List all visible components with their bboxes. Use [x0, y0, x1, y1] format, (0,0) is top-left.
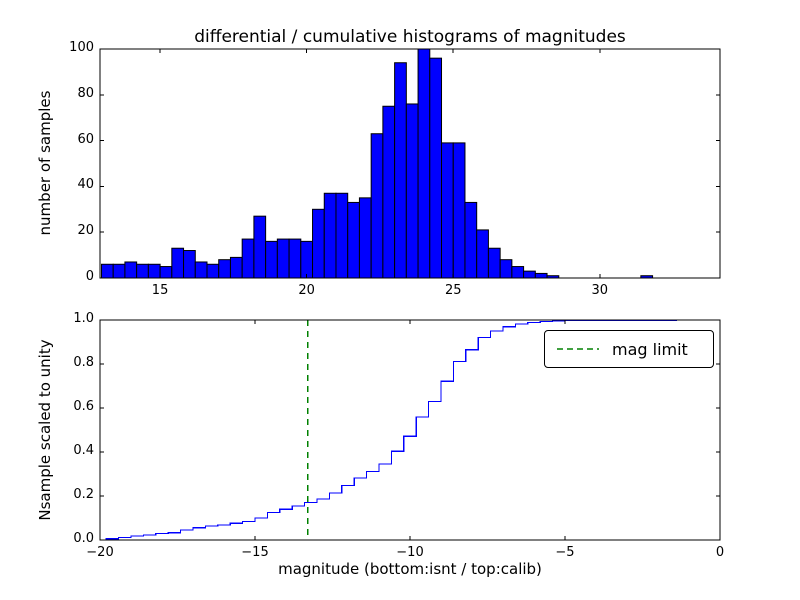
histogram-bar — [124, 261, 138, 279]
histogram-bar — [382, 105, 396, 279]
histogram-bar — [358, 197, 372, 279]
chart-title: differential / cumulative histograms of … — [194, 27, 626, 47]
histogram-bar — [100, 263, 114, 279]
x-tick-label: 20 — [298, 283, 315, 298]
histogram-bar — [441, 142, 454, 279]
histogram-bar — [112, 263, 126, 279]
top-y-axis-label: number of samples — [36, 90, 54, 236]
histogram-bar — [312, 208, 325, 279]
x-tick-label: 25 — [444, 283, 462, 298]
histogram-bar — [265, 240, 278, 279]
mag-limit-line-sample — [557, 348, 599, 350]
histogram-bar — [476, 229, 489, 279]
histogram-bar — [394, 62, 407, 279]
histogram-bar — [147, 263, 161, 279]
histogram-bar — [405, 103, 419, 279]
histogram-bar — [464, 201, 478, 279]
histogram-bar — [171, 247, 185, 279]
histogram-bar — [206, 263, 220, 279]
histogram-bar — [276, 238, 290, 279]
x-tick-label: −15 — [241, 545, 269, 560]
x-tick-label: −5 — [555, 545, 575, 560]
histogram-bar — [429, 57, 443, 279]
histogram-bar — [288, 238, 302, 279]
histogram-bar — [218, 259, 231, 279]
histogram-bar — [534, 272, 548, 279]
x-tick-label: −10 — [396, 545, 424, 560]
y-tick-label: 0.2 — [73, 487, 94, 502]
histogram-bar — [136, 263, 149, 279]
y-tick-label: 0.8 — [73, 355, 94, 370]
histogram-bar — [159, 266, 173, 279]
top-axes — [99, 48, 721, 279]
y-tick-label: 80 — [77, 85, 94, 101]
histogram-bars — [100, 48, 654, 279]
histogram-bar — [417, 48, 431, 279]
histogram-bar — [487, 247, 501, 279]
histogram-bar — [370, 133, 384, 279]
histogram-bar — [323, 192, 337, 279]
histogram-bar — [347, 201, 360, 279]
y-tick-label: 40 — [77, 177, 94, 193]
histogram-bar — [183, 250, 196, 279]
y-tick-label: 1.0 — [73, 311, 94, 326]
histogram-bar — [253, 215, 267, 279]
histogram-bar — [241, 238, 255, 279]
y-tick-label: 60 — [77, 131, 94, 147]
y-tick-label: 0 — [85, 269, 94, 284]
histogram-bar — [511, 266, 525, 279]
histogram-bar — [335, 192, 349, 279]
y-tick-label: 100 — [69, 40, 94, 55]
x-tick-label: 15 — [151, 283, 169, 298]
legend-label: mag limit — [612, 339, 688, 359]
y-tick-label: 20 — [77, 223, 94, 239]
y-tick-label: 0.0 — [73, 531, 94, 546]
y-tick-label: 0.6 — [73, 399, 94, 414]
y-tick-label: 0.4 — [73, 443, 94, 458]
histogram-bar — [452, 142, 466, 279]
bottom-y-axis-label: Nsample scaled to unity — [36, 339, 54, 521]
histogram-bar — [229, 256, 243, 279]
histogram-bar — [523, 270, 536, 279]
axes-box — [99, 48, 721, 279]
bottom-x-axis-label: magnitude (bottom:isnt / top:calib) — [278, 560, 542, 578]
x-tick-label: 0 — [715, 545, 725, 560]
legend: mag limit — [544, 330, 714, 368]
x-tick-label: 30 — [591, 283, 609, 298]
x-tick-label: −20 — [86, 545, 114, 560]
bottom-axes — [99, 319, 721, 541]
histogram-bar — [300, 240, 314, 279]
histogram-bar — [194, 261, 208, 279]
histogram-bar — [499, 259, 513, 279]
